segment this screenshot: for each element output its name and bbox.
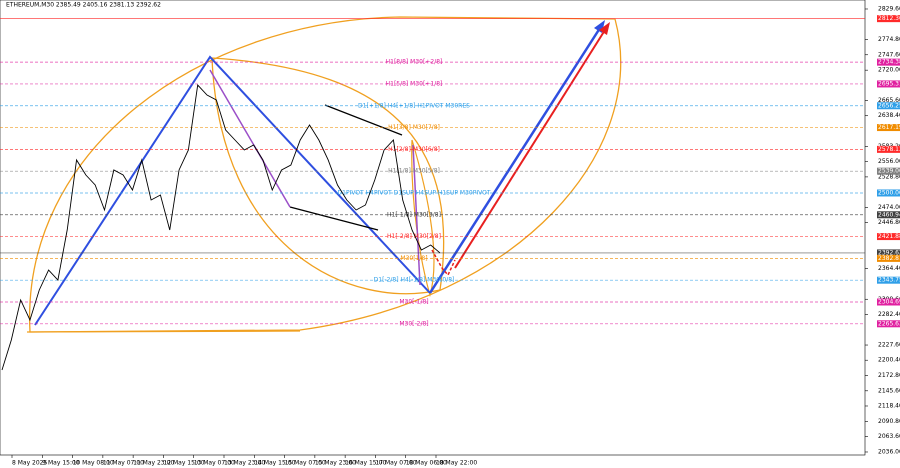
level-annotation: H1[3/8] M30[7/8] [388, 124, 440, 131]
y-tick-label: 2829.60 [878, 5, 900, 12]
level-tag [877, 249, 900, 257]
y-tick-label: 2118.40 [878, 402, 900, 409]
channel-line [324, 104, 403, 136]
level-tag-label: 2656.25 [878, 102, 900, 109]
level-tag [877, 211, 900, 219]
level-tag [877, 320, 900, 328]
y-tick-label: 2090.80 [878, 418, 900, 425]
arrow [454, 29, 606, 269]
projection [431, 249, 456, 277]
arrow [428, 27, 602, 294]
y-tick-label: 2774.80 [878, 36, 900, 43]
x-tick-label: 9 May 15:00 [42, 460, 80, 467]
drawings [26, 16, 622, 333]
y-tick-label: 2282.40 [878, 311, 900, 318]
level-tag-label: 2460.94 [878, 211, 900, 218]
level-tag [877, 233, 900, 241]
level-tag [877, 276, 900, 284]
x-tick-label: 13 May 23:00 [224, 460, 265, 467]
plot-frame [0, 0, 866, 456]
price-line [1, 84, 441, 371]
x-tick-label: 11 May 07:00 [103, 460, 144, 467]
level-tag-label: 2734.38 [878, 59, 900, 66]
x-tick-label: 16 May 15:00 [345, 460, 386, 467]
x-tick-label: 13 May 07:00 [194, 460, 235, 467]
x-tick-label: 8 May 2025 [12, 460, 47, 467]
level-tag [877, 15, 900, 23]
y-tick-label: 2036.00 [878, 448, 900, 455]
x-tick-label: 12 May 15:00 [163, 460, 204, 467]
y-tick-label: 2720.00 [878, 67, 900, 74]
y-tick-label: 2364.40 [878, 265, 900, 272]
level-tag [877, 102, 900, 110]
level-annotation: H1[-1/8] M30[3/8] [387, 211, 441, 218]
level-tag-label: 2343.75 [878, 277, 900, 284]
level-tag-label: 2392.62 [878, 249, 900, 256]
level-tag [877, 80, 900, 88]
level-tag-label: 2695.31 [878, 80, 900, 87]
chart-title: ETHEREUM,M30 2385.49 2405.16 2381.13 239… [6, 2, 161, 9]
y-tick-label: 2638.40 [878, 112, 900, 119]
y-tick-label: 2665.60 [878, 97, 900, 104]
y-tick-label: 2446.80 [878, 219, 900, 226]
level-annotation: H1[8/8] M30[+2/8] [386, 59, 443, 66]
y-tick-label: 2528.80 [878, 173, 900, 180]
y-tick-label: 2227.60 [878, 342, 900, 349]
y-tick-label: 2556.00 [878, 158, 900, 165]
y-tick-label: 2063.60 [878, 433, 900, 440]
trend-line [34, 55, 431, 326]
y-tick-label: 2172.80 [878, 372, 900, 379]
level-annotation: M30[1/8] [400, 255, 427, 262]
base-line [26, 330, 301, 333]
level-tag [877, 298, 900, 306]
x-tick-label: 11 May 23:00 [133, 460, 174, 467]
level-tag [877, 124, 900, 132]
arrow-head [599, 22, 610, 35]
level-tag-label: 2382.81 [878, 255, 900, 262]
trend-line [209, 69, 291, 208]
level-annotation: H1[5/8] M30[+1/8] [386, 80, 443, 87]
y-tick-label: 2474.00 [878, 204, 900, 211]
level-tag-label: 2539.06 [878, 168, 900, 175]
level-tag [877, 145, 900, 153]
level-annotation: H1[-2/8] M30[2/8] [387, 233, 441, 240]
level-annotation: M30[-1/8] [399, 298, 428, 305]
level-tag [877, 254, 900, 262]
x-tick-label: 17 May 07:00 [375, 460, 416, 467]
y-tick-label: 2747.60 [878, 51, 900, 58]
level-tag-label: 2304.69 [878, 298, 900, 305]
level-annotation: D1PIVOT H4PIVOT D1SUP H4SUP H1SUP M30PIV… [338, 189, 491, 196]
level-annotation: D1[+1/8] H4[+1/8] H1PIVOT M30RES [358, 102, 470, 109]
x-tick-label: 14 May 15:00 [254, 460, 295, 467]
y-tick-label: 2145.60 [878, 387, 900, 394]
level-tag-label: 2421.88 [878, 233, 900, 240]
level-tag-label: 2500.00 [878, 189, 900, 196]
level-tag-label: 2617.19 [878, 124, 900, 131]
level-annotation: H1[1/8] M30[5/8] [388, 168, 440, 175]
level-tag [877, 58, 900, 66]
x-tick-label: 18 May 22:00 [436, 460, 477, 467]
ellipse [211, 57, 445, 295]
level-tag-label: 2812.30 [878, 15, 900, 22]
level-tag-label: 2265.63 [878, 320, 900, 327]
level-tag-label: 2578.13 [878, 146, 900, 153]
x-tick-label: 15 May 23:00 [315, 460, 356, 467]
level-annotation: H1[2/8] M30[6/8] [388, 146, 440, 153]
level-annotation: D1[-2/8] H4[-1/8] M30[0/8] [374, 277, 455, 284]
x-tick-label: 10 May 08:00 [73, 460, 114, 467]
level-tag [877, 167, 900, 175]
level-annotation: M30[-2/8] [399, 320, 428, 327]
y-tick-label: 2200.40 [878, 357, 900, 364]
x-tick-label: 15 May 07:00 [285, 460, 326, 467]
level-tag [877, 189, 900, 197]
channel-line [289, 206, 379, 231]
x-tick-label: 18 May 06:00 [406, 460, 447, 467]
ellipse [411, 139, 435, 298]
